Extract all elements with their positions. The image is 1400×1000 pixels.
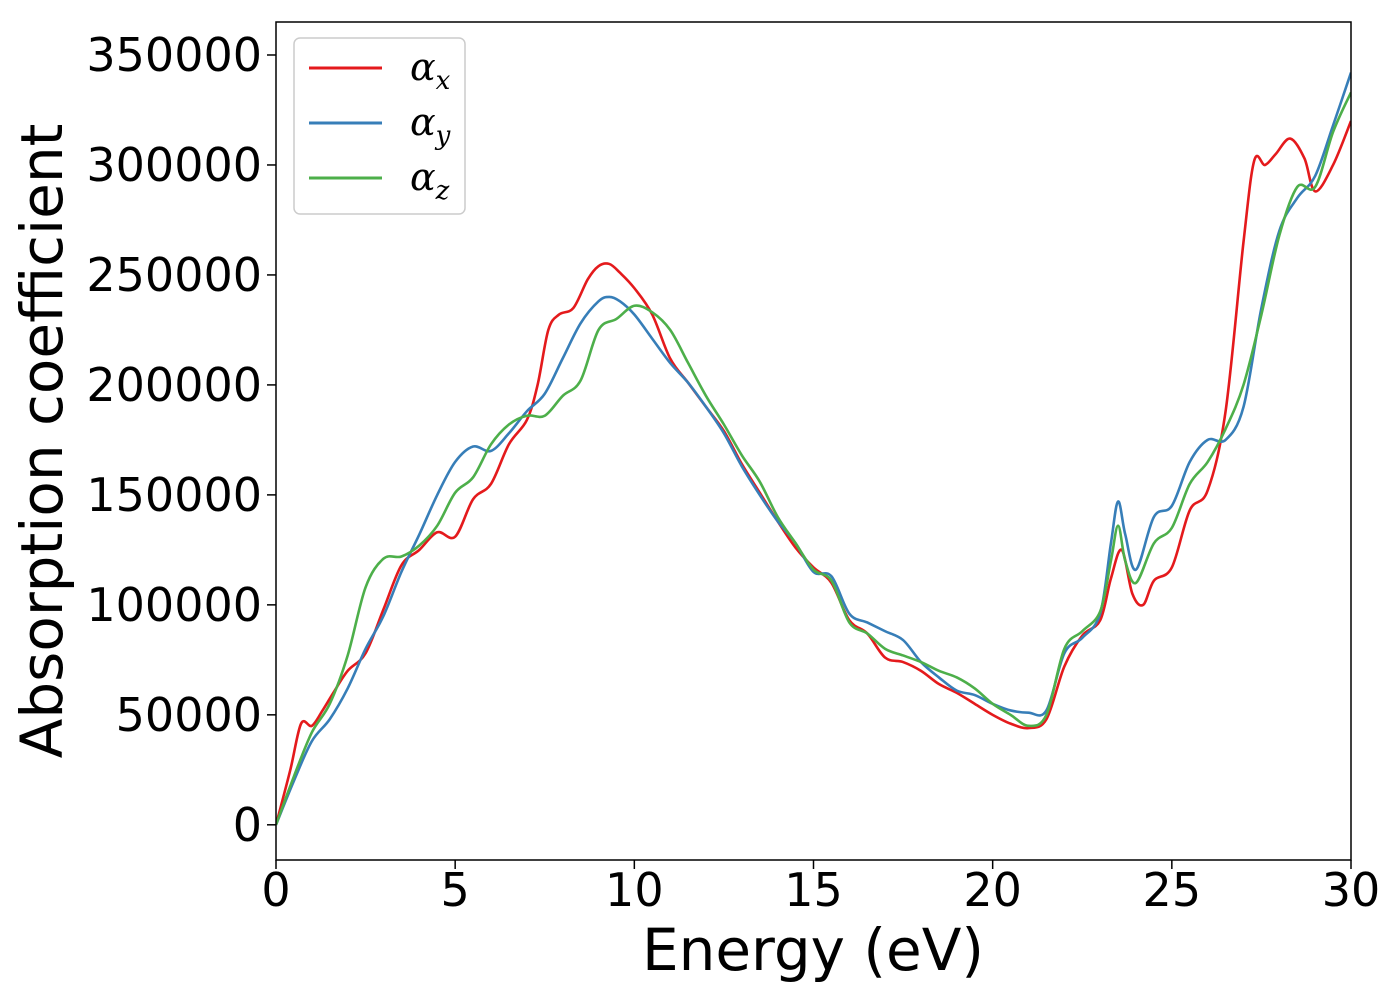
x-tick-label: 0 [261,863,290,917]
series-line-y [276,72,1351,826]
legend-box [293,37,466,215]
y-tick-label: 150000 [86,468,262,522]
y-tick-label: 250000 [86,248,262,302]
legend-subscript: z [435,176,450,206]
y-tick-label: 300000 [86,138,262,192]
legend-label-y: αy [410,100,451,151]
y-tick-label: 50000 [116,688,262,742]
x-tick-label: 25 [1143,863,1202,917]
legend-subscript: y [435,121,451,151]
x-tick-label: 20 [963,863,1022,917]
y-axis-label: Absorption coefficient [8,124,76,759]
y-tick-label: 200000 [86,358,262,412]
x-axis: 0 5 10 15 20 25 30 [261,860,1380,917]
y-tick-label: 350000 [86,28,262,82]
legend-symbol: α [410,100,436,144]
y-tick-label: 100000 [86,578,262,632]
x-axis-label: Energy (eV) [642,916,984,984]
series-line-x [276,120,1351,826]
y-tick-label: 0 [233,798,262,852]
x-tick-label: 10 [605,863,664,917]
legend-symbol: α [410,155,436,199]
legend-label-z: αz [410,155,450,206]
series-layer [276,72,1351,826]
legend-label-x: αx [410,45,451,96]
legend-symbol: α [410,45,436,89]
series-line-z [276,91,1351,826]
legend-subscript: x [436,66,451,96]
x-tick-label: 30 [1322,863,1381,917]
x-tick-label: 5 [441,863,470,917]
x-tick-label: 15 [784,863,843,917]
y-axis: 0 50000 100000 150000 200000 250000 300000 3500… [86,28,276,852]
